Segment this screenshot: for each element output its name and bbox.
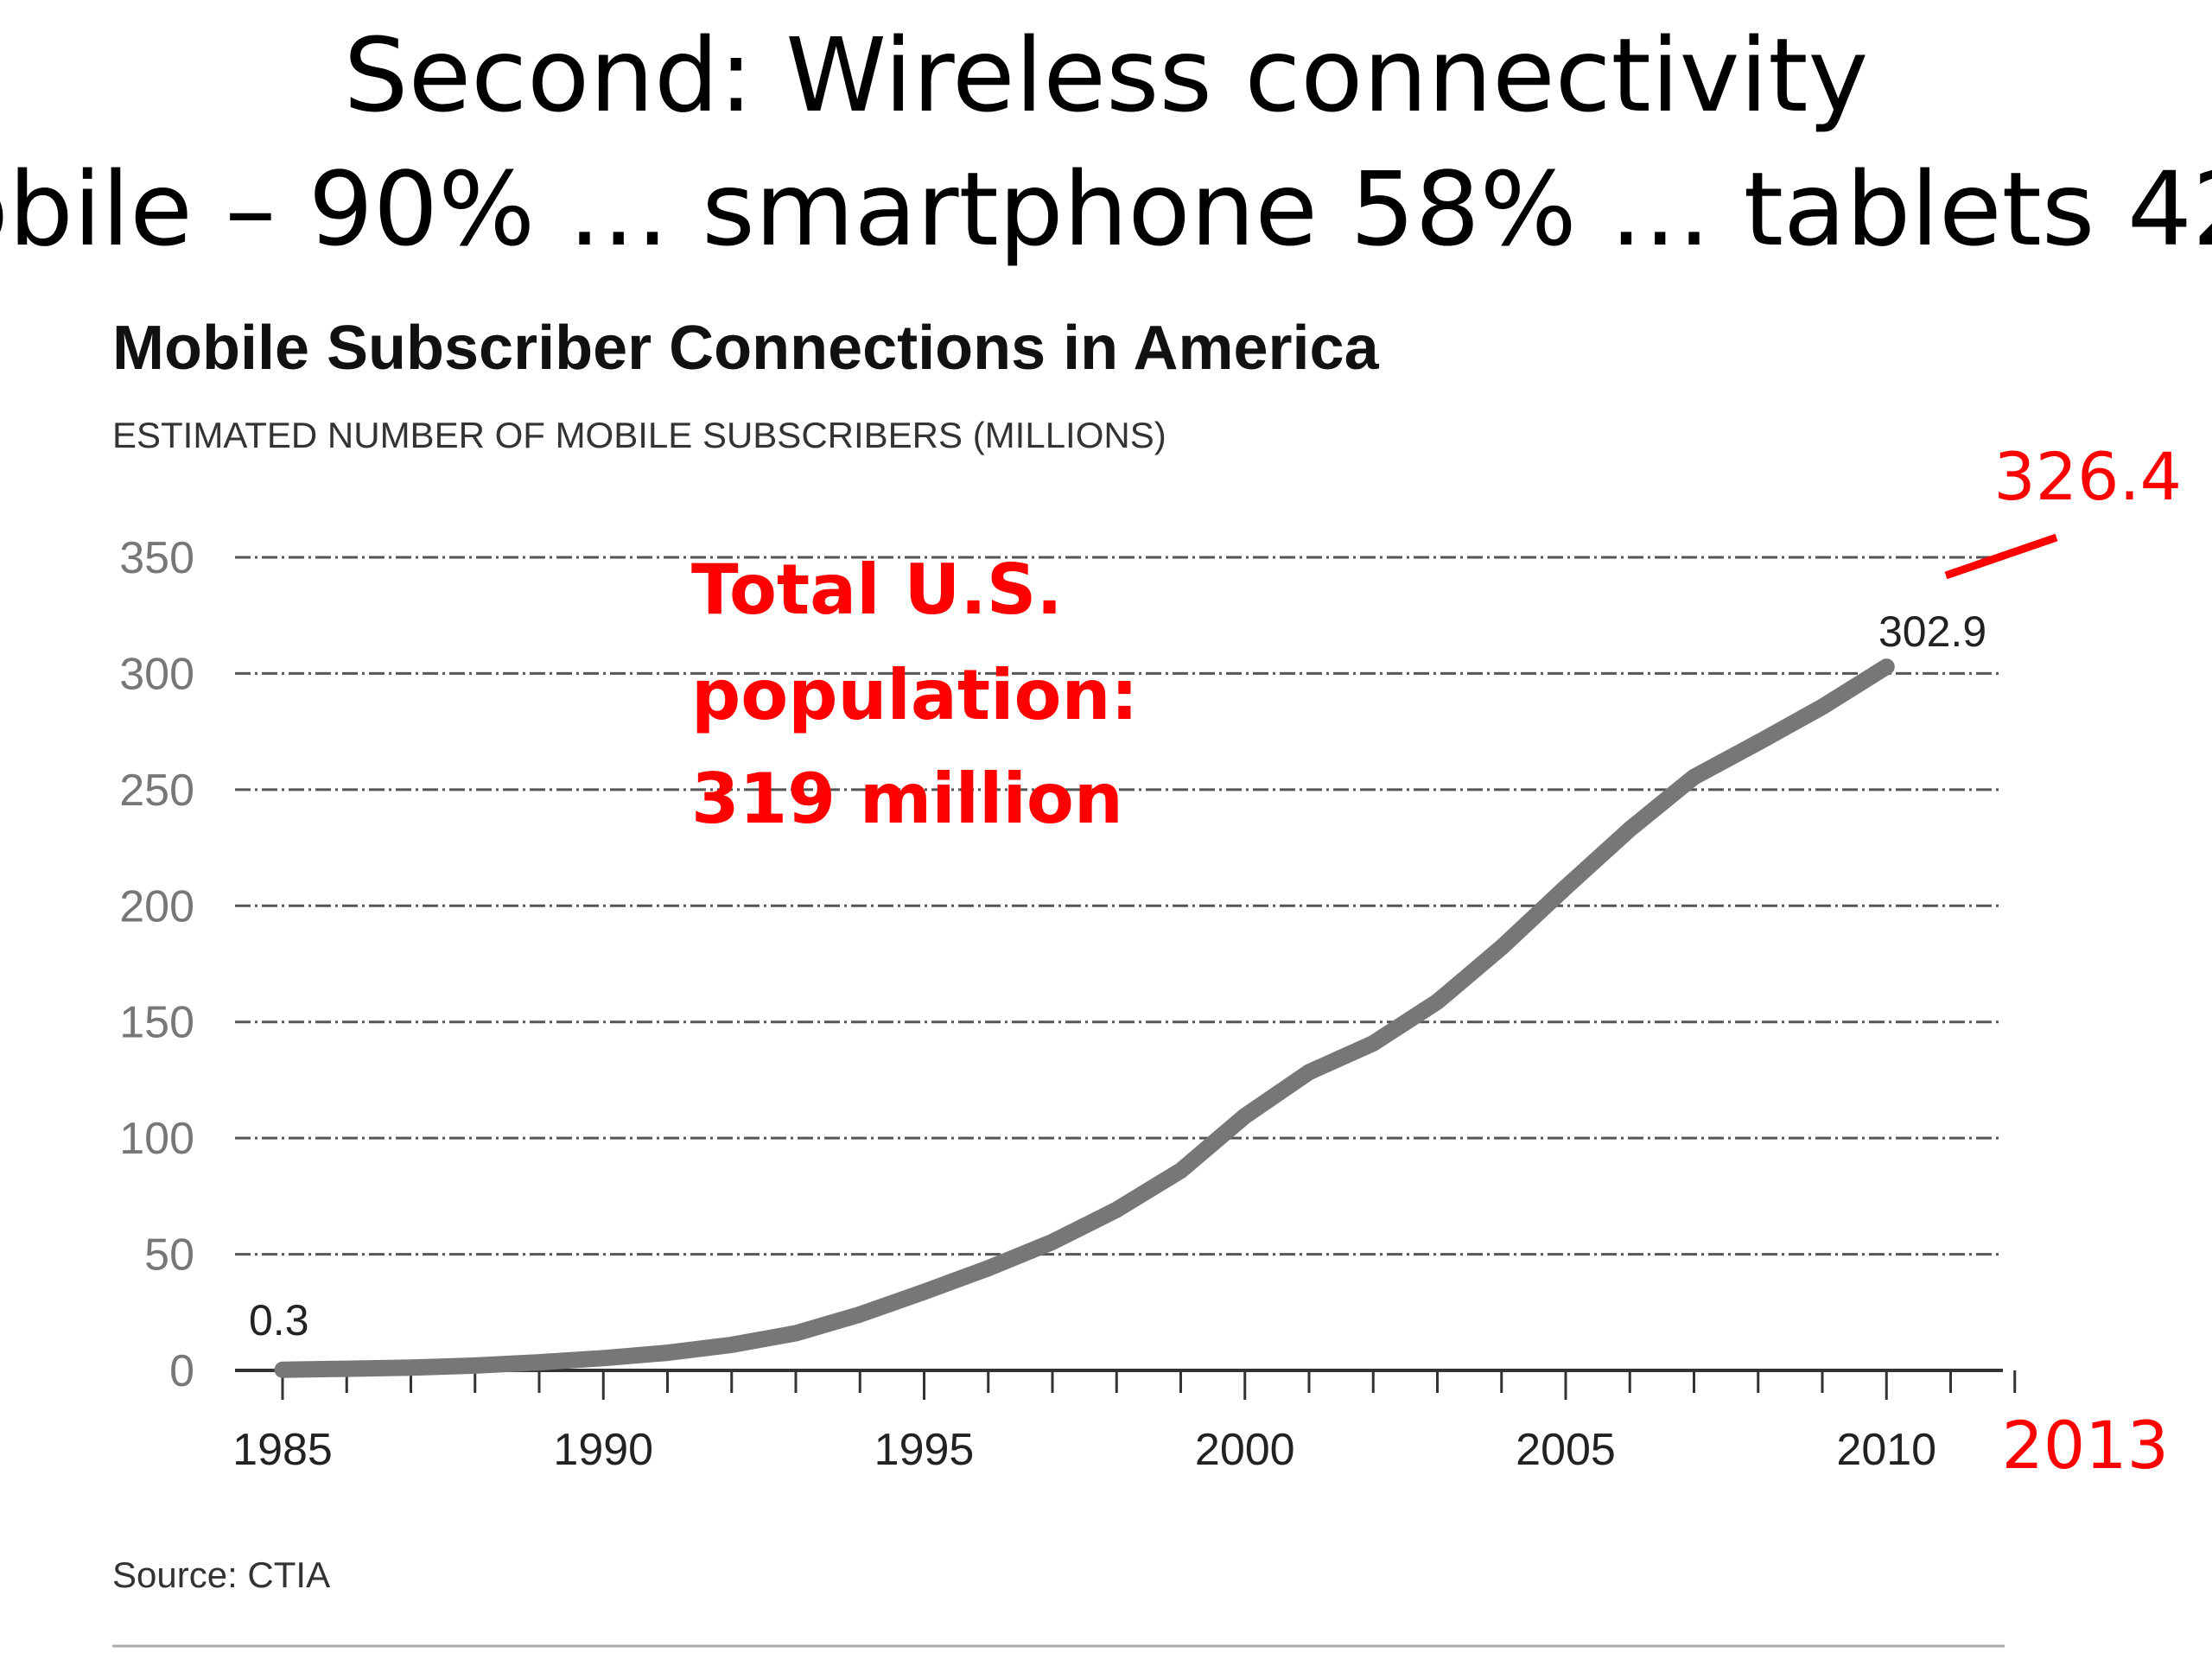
- population-annotation-line1: Total U.S.: [691, 550, 1063, 630]
- data-label-start: 0.3: [249, 1296, 309, 1344]
- y-tick-label-250: 250: [119, 766, 194, 816]
- y-tick-label-350: 350: [119, 533, 194, 583]
- y-tick-label-50: 50: [144, 1230, 194, 1281]
- x-tick-label-2010: 2010: [1836, 1425, 1936, 1475]
- population-annotation-line3: 319 million: [691, 759, 1123, 839]
- x-tick-label-1985: 1985: [232, 1425, 333, 1475]
- gridlines: [235, 556, 2003, 1256]
- y-tick-label-100: 100: [119, 1114, 194, 1164]
- y-tick-label-150: 150: [119, 998, 194, 1048]
- x-axis: 1985 1990 1995 2000 2005 2010: [232, 1369, 2017, 1475]
- x-tick-label-2005: 2005: [1516, 1425, 1616, 1475]
- source-note: Source: CTIA: [112, 1554, 330, 1595]
- extension-value-label: 326.4: [1993, 438, 2182, 515]
- extension-year-label: 2013: [2002, 1407, 2169, 1484]
- chart-subtitle: ESTIMATED NUMBER OF MOBILE SUBSCRIBERS (…: [112, 415, 1166, 455]
- x-tick-label-2000: 2000: [1195, 1425, 1295, 1475]
- x-tick-label-1995: 1995: [874, 1425, 975, 1475]
- population-annotation-line2: population:: [691, 655, 1138, 735]
- y-tick-label-0: 0: [169, 1346, 194, 1396]
- series-line-0: [274, 658, 1895, 1378]
- data-label-end: 302.9: [1878, 607, 1986, 656]
- slide-title-line2: Mobile – 90% … smartphone 58% … tablets …: [0, 149, 2212, 269]
- series-layer: [274, 658, 1895, 1378]
- chart-title: Mobile Subscriber Connections in America: [112, 314, 1380, 383]
- y-tick-label-300: 300: [119, 649, 194, 699]
- extension-line: [1944, 533, 2058, 580]
- y-tick-label-200: 200: [119, 881, 194, 931]
- x-tick-label-1990: 1990: [553, 1425, 653, 1475]
- slide-title-line1: Second: Wireless connectivity: [344, 16, 1869, 135]
- y-axis-tick-labels: 0 50 100 150 200 250 300 350: [119, 533, 194, 1396]
